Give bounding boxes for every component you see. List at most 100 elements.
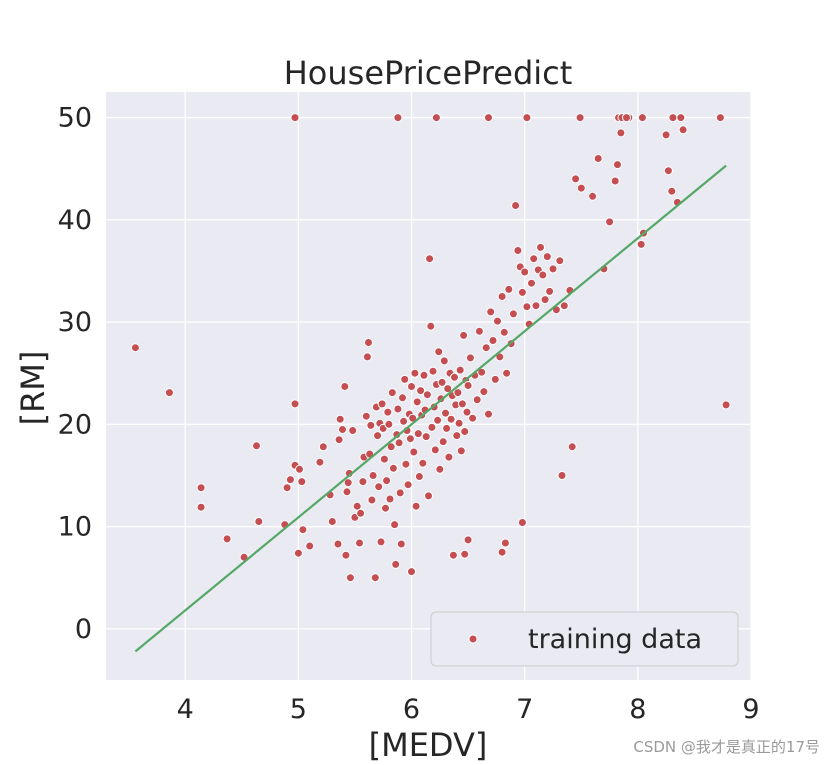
data-point (462, 407, 472, 417)
data-point (405, 434, 415, 444)
data-point (290, 399, 300, 409)
data-point (636, 239, 646, 249)
data-point (293, 548, 303, 558)
data-point (571, 174, 581, 184)
data-point (340, 382, 350, 391)
data-point (342, 487, 352, 497)
data-point (439, 356, 449, 366)
data-point (721, 400, 731, 410)
data-point (453, 388, 463, 398)
data-point (426, 321, 436, 331)
data-point (381, 503, 390, 513)
y-tick-label: 10 (58, 512, 92, 543)
data-point (399, 416, 409, 426)
data-point (410, 368, 420, 378)
data-point (376, 537, 386, 547)
data-point (401, 459, 411, 469)
data-point (575, 113, 585, 123)
data-point (460, 549, 470, 559)
data-point (500, 538, 510, 548)
data-point (438, 437, 448, 447)
data-point (395, 488, 405, 498)
data-point (384, 419, 394, 429)
data-point (484, 409, 493, 419)
data-point (387, 388, 397, 398)
data-point (557, 471, 567, 480)
y-tick-label: 20 (58, 409, 92, 440)
data-point (428, 366, 438, 376)
data-point (452, 431, 462, 441)
chart-title: HousePricePredict (284, 54, 573, 92)
x-tick-label: 8 (629, 694, 646, 725)
data-point (327, 517, 337, 526)
data-point (493, 316, 502, 326)
data-point (536, 242, 545, 252)
data-point (678, 125, 688, 135)
data-point (442, 423, 452, 433)
data-point (345, 573, 355, 583)
data-point (576, 183, 586, 193)
data-point (374, 482, 384, 492)
data-point (434, 347, 444, 357)
data-point (222, 534, 232, 544)
scatter-points (130, 113, 731, 583)
data-point (297, 477, 307, 487)
data-point (370, 573, 380, 583)
data-point (486, 307, 496, 317)
data-point (457, 399, 467, 409)
data-point (295, 464, 304, 474)
x-tick-label: 9 (742, 694, 759, 725)
data-point (522, 302, 532, 312)
y-ticks: 0 10 20 30 40 50 (58, 103, 92, 645)
data-point (412, 397, 422, 407)
data-point (338, 425, 347, 434)
data-point (361, 411, 371, 421)
data-point (390, 520, 400, 530)
data-point (459, 330, 469, 340)
data-point (425, 254, 435, 264)
data-point (315, 457, 325, 467)
data-point (517, 287, 527, 297)
data-point (333, 539, 343, 549)
data-point (504, 284, 514, 294)
data-point (497, 292, 507, 301)
data-point (343, 478, 353, 488)
data-point (454, 418, 464, 428)
data-point (443, 384, 453, 394)
x-tick-label: 4 (177, 694, 194, 725)
data-point (545, 286, 555, 296)
data-point (663, 166, 673, 176)
data-point (392, 430, 402, 440)
data-point (382, 476, 392, 486)
data-point (484, 113, 493, 123)
data-point (463, 381, 473, 390)
data-point (430, 445, 440, 455)
plot-area (106, 92, 751, 680)
data-point (386, 442, 396, 452)
data-point (613, 160, 622, 170)
data-point (437, 377, 447, 387)
data-point (448, 550, 458, 560)
data-point (520, 267, 530, 277)
data-point (508, 309, 518, 319)
legend-marker (468, 634, 478, 644)
data-point (424, 491, 433, 501)
data-point (610, 176, 620, 186)
data-point (400, 374, 410, 384)
legend: training data (430, 611, 739, 667)
data-point (391, 559, 401, 569)
y-axis-label: [RM] (14, 351, 52, 426)
data-point (668, 113, 678, 123)
data-point (522, 113, 532, 123)
data-point (393, 404, 403, 414)
data-point (285, 475, 295, 485)
data-point (527, 278, 536, 288)
data-point (511, 201, 521, 210)
data-point (379, 454, 389, 464)
data-point (481, 343, 491, 353)
x-tick-label: 7 (516, 694, 533, 725)
data-point (196, 502, 206, 512)
data-point (567, 442, 577, 452)
y-tick-label: 0 (75, 614, 92, 645)
